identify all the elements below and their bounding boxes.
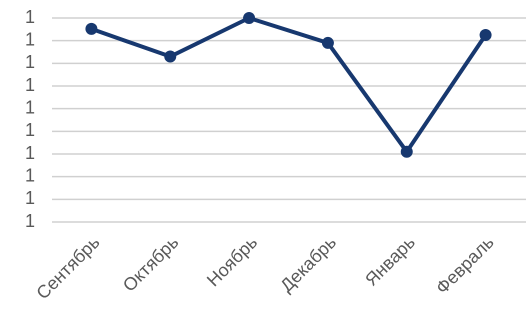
y-tick-label: 1 (25, 120, 35, 140)
marker (400, 145, 413, 158)
marker (164, 50, 177, 63)
x-tick-label: Октябрь (119, 232, 182, 295)
x-tick-label: Февраль (432, 232, 498, 298)
marker (85, 22, 98, 35)
line (90, 16, 488, 154)
marker (479, 29, 492, 41)
y-tick-label: 1 (25, 7, 35, 27)
marker (243, 12, 256, 24)
y-tick-label: 1 (25, 165, 35, 185)
x-tick-label: Январь (361, 232, 419, 290)
y-tick-label: 1 (25, 143, 35, 163)
x-tick-label: Декабрь (276, 232, 340, 296)
y-tick-label: 1 (25, 211, 35, 231)
y-tick-label: 1 (25, 29, 35, 49)
y-tick-label: 1 (25, 188, 35, 208)
x-tick-label: Сентябрь (32, 232, 103, 303)
x-tick-label: Ноябрь (203, 232, 261, 290)
marker (321, 36, 334, 49)
y-tick-label: 1 (25, 97, 35, 117)
y-tick-label: 1 (25, 52, 35, 72)
y-tick-label: 1 (25, 75, 35, 95)
